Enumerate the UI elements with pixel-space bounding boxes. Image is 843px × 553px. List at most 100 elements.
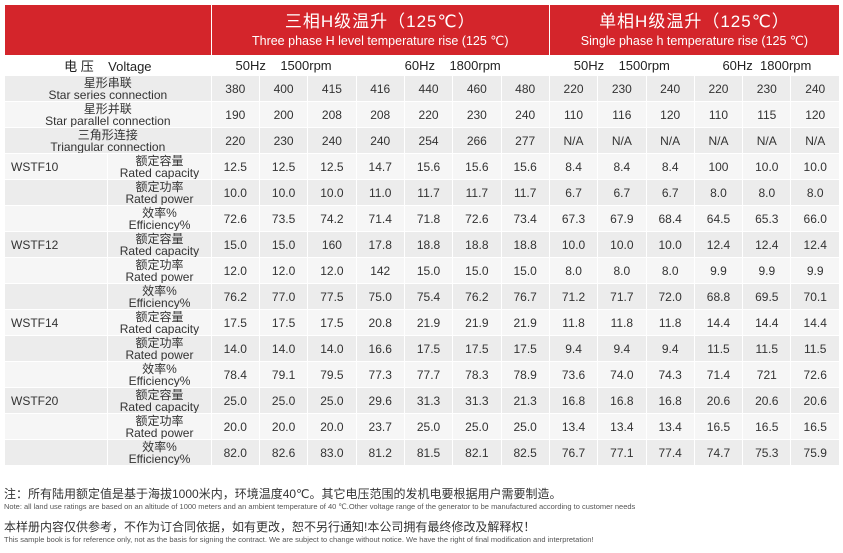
value-cell: 17.5 — [416, 341, 441, 356]
row-label-en: Efficiency% — [128, 451, 191, 465]
value-cell: 68.8 — [706, 289, 731, 304]
value-cell: 72.6 — [465, 211, 489, 226]
value-cell: 74.7 — [706, 445, 731, 460]
value-cell: 10.0 — [803, 159, 827, 174]
sp-60hz-label: 60Hz 1800rpm — [694, 56, 839, 75]
value-cell: 11.8 — [562, 315, 585, 330]
value-cell: 64.5 — [706, 211, 731, 226]
value-cell: 16.8 — [658, 393, 682, 408]
value-cell: 11.5 — [755, 341, 779, 356]
value-cell: 67.3 — [561, 211, 586, 226]
value-cell: 66.0 — [803, 211, 827, 226]
row-label-zh: 三角形连接 — [77, 128, 138, 142]
value-cell: 10.0 — [658, 237, 682, 252]
value-cell: 8.0 — [565, 263, 582, 278]
model-row: 额定功率 Rated power 20.0 20.0 20.0 23.7 25.0 25.0 2… — [5, 414, 839, 439]
value-cell: 9.9 — [806, 263, 824, 278]
value-cell: 440 — [418, 81, 439, 96]
value-cell: 13.4 — [610, 419, 634, 434]
header-row: 三相H级温升（125℃） Three phase H level tempera… — [5, 5, 839, 55]
value-cell: 12.4 — [803, 237, 827, 252]
value-cell: 15.0 — [416, 263, 441, 278]
value-cell: 100 — [708, 159, 729, 174]
value-cell: 72.0 — [658, 289, 682, 304]
value-cell: 76.7 — [513, 289, 537, 304]
row-label-en: Rated power — [125, 269, 194, 283]
row-label: 效率% Efficiency% — [108, 362, 210, 387]
model-row: WSTF14 额定容量 Rated capacity 17.5 17.5 17.5 20.8… — [5, 310, 839, 335]
value-cell: 77.0 — [271, 289, 296, 304]
row-label-zh: 额定功率 — [135, 414, 184, 428]
value-cell: 400 — [273, 81, 294, 96]
value-cell: 220 — [418, 107, 439, 122]
value-cell: 6.7 — [661, 185, 679, 200]
value-cell: 82.6 — [271, 445, 296, 460]
value-cell: 8.4 — [661, 159, 679, 174]
row-label: 额定容量 Rated capacity — [108, 154, 210, 179]
row-label: 三角形连接 Triangular connection — [5, 128, 211, 153]
value-cell: 254 — [418, 133, 439, 148]
value-cell: 17.8 — [368, 237, 392, 252]
row-label-zh: 效率% — [142, 206, 177, 220]
model-row: WSTF20 额定容量 Rated capacity 25.0 25.0 25.0 29.6… — [5, 388, 839, 413]
value-cell: 9.9 — [710, 263, 727, 278]
value-cell: 13.4 — [561, 419, 586, 434]
value-cell: 31.3 — [416, 393, 441, 408]
single-phase-title-zh: 单相H级温升（125℃） — [599, 12, 790, 31]
model-row: WSTF10 额定容量 Rated capacity 12.5 12.5 12.5 14.7… — [5, 154, 839, 179]
model-row: 效率% Efficiency% 82.0 82.6 83.0 81.2 81.5 82.1 82… — [5, 440, 839, 465]
value-cell: 77.5 — [320, 289, 344, 304]
value-cell: 220 — [708, 81, 729, 96]
value-cell: 230 — [756, 81, 777, 96]
value-cell: 73.6 — [561, 367, 586, 382]
value-cell: 77.4 — [658, 445, 682, 460]
row-label: 效率% Efficiency% — [108, 440, 210, 465]
value-cell: 17.5 — [513, 341, 537, 356]
value-cell: 12.4 — [755, 237, 779, 252]
value-cell: 21.3 — [513, 393, 537, 408]
value-cell: 13.4 — [658, 419, 682, 434]
value-cell: 115 — [757, 107, 777, 122]
row-label: 额定功率 Rated power — [108, 414, 210, 439]
value-cell: 110 — [563, 107, 584, 122]
spec-table: 三相H级温升（125℃） Three phase H level tempera… — [4, 4, 840, 466]
value-cell: N/A — [805, 133, 826, 148]
row-label-en: Rated capacity — [119, 399, 200, 413]
value-cell: 71.4 — [706, 367, 731, 382]
value-cell: 721 — [756, 367, 777, 382]
row-label-zh: 效率% — [142, 440, 177, 454]
value-cell: 8.4 — [613, 159, 631, 174]
value-cell: 415 — [321, 81, 342, 96]
row-label-en: Rated capacity — [119, 243, 200, 257]
value-cell: 200 — [273, 107, 294, 122]
value-cell: 16.8 — [610, 393, 634, 408]
row-label-en: Triangular connection — [50, 139, 166, 153]
value-cell: 82.1 — [465, 445, 489, 460]
note2-zh: 本样册内容仅供参考，不作为订合同依据，如有更改，恕不另行通知!本公司拥有最终修改… — [4, 520, 536, 534]
row-label-zh: 额定功率 — [135, 258, 184, 272]
value-cell: 67.9 — [610, 211, 634, 226]
value-cell: 76.7 — [561, 445, 586, 460]
value-cell: 14.4 — [706, 315, 731, 330]
value-cell: 18.8 — [465, 237, 489, 252]
value-cell: 480 — [515, 81, 536, 96]
value-cell: 16.6 — [368, 341, 392, 356]
value-cell: 20.0 — [320, 419, 344, 434]
value-cell: 25.0 — [223, 393, 247, 408]
value-cell: 18.8 — [416, 237, 441, 252]
note1-zh: 注：所有陆用额定值是基于海拔1000米内，环境温度40℃。其它电压范围的发机电要… — [4, 487, 562, 501]
value-cell: 12.5 — [271, 159, 296, 174]
value-cell: 73.5 — [271, 211, 296, 226]
value-cell: 380 — [225, 81, 246, 96]
value-cell: 11.0 — [368, 185, 392, 200]
value-cell: 25.0 — [416, 419, 441, 434]
tp-50hz-label: 50Hz 1500rpm — [211, 56, 356, 75]
connection-row: 星形串联 Star series connection 380 400 415 416 44… — [5, 76, 839, 101]
row-label-zh: 效率% — [142, 362, 177, 376]
model-row: 效率% Efficiency% 72.6 73.5 74.2 71.4 71.8 72.6 73… — [5, 206, 839, 231]
value-cell: 82.0 — [223, 445, 247, 460]
model-name — [5, 180, 107, 205]
value-cell: 12.0 — [320, 263, 344, 278]
value-cell: 68.4 — [658, 211, 682, 226]
value-cell: 15.6 — [465, 159, 489, 174]
